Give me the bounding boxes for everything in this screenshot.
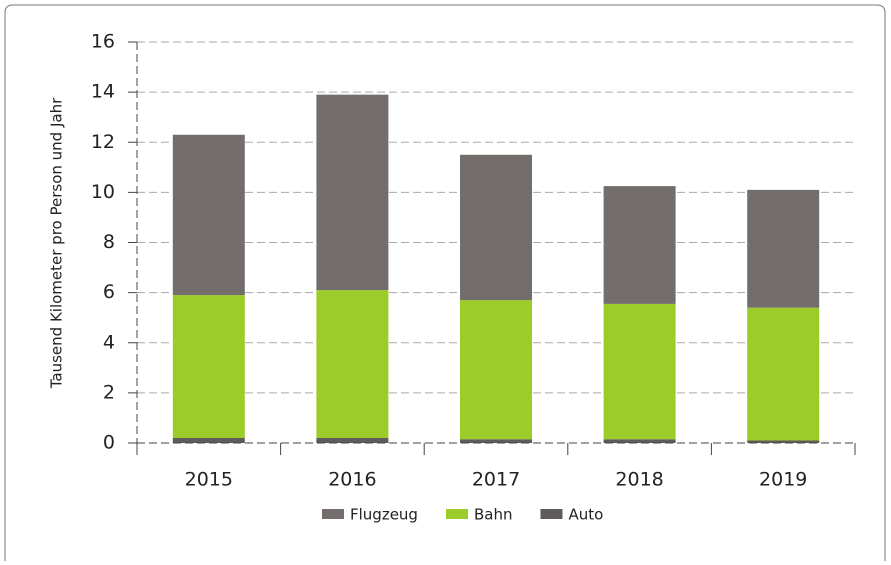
y-tick-label: 0	[103, 432, 115, 454]
frame	[4, 4, 886, 561]
x-tick-label: 2019	[759, 469, 807, 491]
bar-segment	[172, 437, 245, 443]
bar-segment	[172, 134, 245, 296]
legend-swatch	[540, 509, 563, 519]
x-tick-label: 2015	[185, 469, 233, 491]
legend-label: Flugzeug	[350, 506, 418, 524]
y-tick-label: 16	[91, 31, 115, 53]
bar-segment	[460, 300, 532, 440]
bar-segment	[747, 440, 820, 443]
bar-segment	[460, 154, 532, 301]
y-tick-label: 4	[103, 331, 115, 353]
legend-label: Auto	[568, 506, 603, 524]
bar-segment	[316, 94, 389, 291]
x-tick-label: 2016	[328, 469, 376, 491]
y-tick-label: 10	[91, 181, 115, 203]
bar-segment	[603, 439, 676, 443]
y-axis-label: Tausend Kilometer pro Person und Jahr	[48, 97, 66, 389]
y-tick-label: 8	[103, 231, 115, 253]
y-tick-label: 6	[103, 281, 115, 303]
bar-segment	[316, 290, 389, 438]
bar-segment	[172, 295, 245, 438]
y-tick-label: 14	[91, 81, 115, 103]
bar-segment	[603, 186, 676, 304]
bar-segment	[460, 439, 532, 443]
legend-label: Bahn	[474, 506, 513, 524]
bar-segment	[747, 189, 820, 308]
y-tick-label: 2	[103, 381, 115, 403]
bar-segment	[316, 437, 389, 443]
bar-segment	[603, 303, 676, 440]
x-tick-label: 2017	[472, 469, 520, 491]
bar-segment	[747, 307, 820, 441]
x-tick-label: 2018	[615, 469, 663, 491]
legend-swatch	[322, 509, 344, 519]
legend-swatch	[445, 509, 468, 519]
y-tick-label: 12	[91, 131, 115, 153]
